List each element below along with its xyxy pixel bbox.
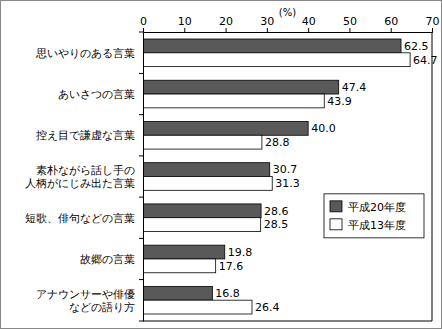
tick-label: 30 bbox=[260, 15, 274, 28]
tick: 短歌、俳句などの言葉 bbox=[25, 212, 135, 225]
data-label: 28.5 bbox=[264, 218, 289, 231]
y-axis: 思いやりのある言葉あいさつの言葉控え目で謙虚な言葉素朴ながら話し手の人柄がにじみ… bbox=[25, 33, 144, 322]
outer-frame bbox=[1, 1, 442, 329]
data-label: 47.4 bbox=[342, 81, 367, 94]
axis-line bbox=[144, 28, 433, 33]
tick: 10 bbox=[178, 15, 192, 32]
tick: 50 bbox=[343, 15, 357, 32]
bars bbox=[143, 39, 410, 314]
legend-swatch bbox=[330, 219, 342, 230]
data-labels: 62.5 47.4 40.0 30.7 28.6 19.8 16.8 64.7 43.9 28.8… bbox=[215, 40, 437, 314]
category-label: 控え目で謙虚な言葉 bbox=[36, 129, 135, 142]
legend-swatch bbox=[330, 201, 342, 212]
data-label: 28.8 bbox=[265, 136, 290, 149]
legend: 平成20年度平成13年度 bbox=[324, 194, 424, 238]
data-label: 31.3 bbox=[275, 177, 300, 190]
legend-box bbox=[324, 194, 424, 238]
data-label: 26.4 bbox=[255, 301, 280, 314]
tick-label: 60 bbox=[384, 15, 398, 28]
band-tick bbox=[139, 279, 143, 280]
tick-label: 40 bbox=[302, 15, 316, 28]
tick: あいさつの言葉 bbox=[58, 88, 135, 101]
bar bbox=[143, 218, 261, 232]
tick: 30 bbox=[260, 15, 274, 32]
bar bbox=[143, 94, 324, 108]
tick-label: 70 bbox=[426, 15, 440, 28]
tick: 素朴ながら話し手の人柄がにじみ出た言葉 bbox=[25, 164, 135, 190]
tick-mark bbox=[349, 28, 350, 32]
tick-mark bbox=[432, 28, 433, 32]
plot-frame bbox=[143, 321, 432, 322]
bar bbox=[143, 135, 262, 149]
tick: 故郷の言葉 bbox=[80, 253, 135, 266]
bar bbox=[143, 245, 225, 259]
tick-mark bbox=[308, 28, 309, 32]
chart: 62.5 47.4 40.0 30.7 28.6 19.8 16.8 64.7 43.9 28.8… bbox=[0, 0, 442, 329]
tick: 60 bbox=[384, 15, 398, 32]
bar bbox=[143, 80, 339, 94]
tick-label: 50 bbox=[343, 15, 357, 28]
bar bbox=[143, 163, 270, 177]
band-tick bbox=[139, 155, 143, 156]
category-label: 故郷の言葉 bbox=[80, 253, 135, 266]
tick-mark bbox=[391, 28, 392, 32]
data-label: 17.6 bbox=[219, 260, 244, 273]
data-label: 40.0 bbox=[311, 122, 336, 135]
tick-label: 10 bbox=[178, 15, 192, 28]
tick-label: 0 bbox=[140, 15, 147, 28]
data-label: 30.7 bbox=[273, 163, 298, 176]
tick: 40 bbox=[302, 15, 316, 32]
band-tick bbox=[139, 197, 143, 198]
bar bbox=[143, 286, 212, 300]
data-label: 28.6 bbox=[264, 205, 289, 218]
tick: 0 bbox=[140, 15, 147, 32]
tick-label: 20 bbox=[219, 15, 233, 28]
category-label: あいさつの言葉 bbox=[58, 88, 135, 101]
tick: 70 bbox=[426, 15, 440, 32]
legend-label: 平成20年度 bbox=[348, 201, 406, 214]
data-label: 64.7 bbox=[413, 54, 438, 67]
plot: 62.5 47.4 40.0 30.7 28.6 19.8 16.8 64.7 43.9 28.8… bbox=[25, 7, 440, 322]
data-label: 19.8 bbox=[228, 246, 253, 259]
band-tick bbox=[139, 73, 143, 74]
bar bbox=[143, 121, 308, 135]
legend-label: 平成13年度 bbox=[348, 219, 406, 232]
band-tick bbox=[139, 321, 143, 322]
tick-mark bbox=[226, 28, 227, 32]
axis-title: (%) bbox=[279, 7, 296, 18]
data-label: 62.5 bbox=[404, 40, 429, 53]
category-label: 短歌、俳句などの言葉 bbox=[25, 212, 135, 225]
bar bbox=[143, 204, 261, 218]
bar bbox=[143, 177, 272, 191]
tick-mark bbox=[267, 28, 268, 32]
category-label: 素朴ながら話し手の人柄がにじみ出た言葉 bbox=[25, 164, 135, 190]
band-tick bbox=[139, 114, 143, 115]
plot-frame bbox=[432, 32, 433, 321]
category-label: 思いやりのある言葉 bbox=[35, 47, 135, 60]
bar bbox=[143, 300, 252, 314]
tick: 控え目で謙虚な言葉 bbox=[36, 129, 135, 142]
data-label: 43.9 bbox=[327, 95, 352, 108]
tick: 20 bbox=[219, 15, 233, 32]
bar bbox=[143, 259, 216, 273]
axis-line bbox=[143, 33, 144, 322]
tick-mark bbox=[184, 28, 185, 32]
data-label: 16.8 bbox=[215, 287, 240, 300]
tick-mark bbox=[143, 28, 144, 32]
tick: アナウンサーや俳優などの語り方 bbox=[36, 288, 135, 314]
category-label: アナウンサーや俳優などの語り方 bbox=[36, 288, 135, 314]
band-tick bbox=[139, 238, 143, 239]
bar bbox=[143, 53, 410, 67]
tick: 思いやりのある言葉 bbox=[35, 47, 135, 60]
bar bbox=[143, 39, 401, 53]
band-tick bbox=[139, 32, 143, 33]
